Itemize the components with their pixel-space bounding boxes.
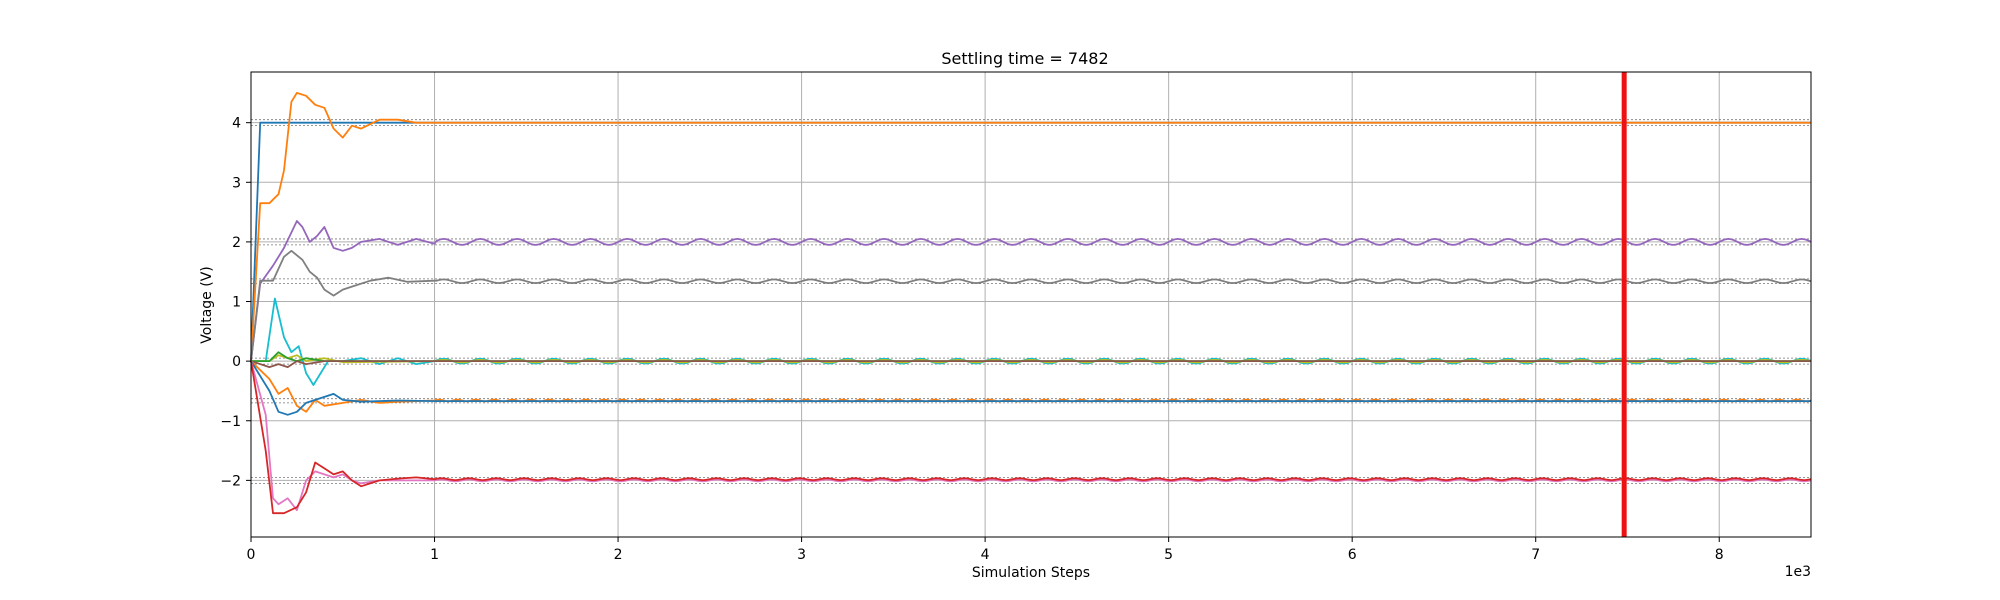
series-line	[250, 92, 1811, 362]
y-tick-label: 2	[232, 235, 241, 251]
series-line	[250, 360, 1811, 416]
x-axis: 0 1 2 3 4 5 6 7 8	[247, 537, 1724, 563]
x-tick-label: 4	[981, 547, 990, 563]
series-layer	[250, 92, 1812, 515]
y-tick-label: −1	[220, 414, 241, 430]
x-axis-label: Simulation Steps	[972, 565, 1090, 581]
x-tick-label: 8	[1715, 547, 1724, 563]
target-band-layer	[251, 119, 1811, 484]
x-tick-label: 0	[247, 547, 256, 563]
plot-frame	[250, 71, 1812, 538]
x-tick-label: 5	[1164, 547, 1173, 563]
y-axis: −2 −1 0 1 2 3 4	[220, 116, 251, 489]
series-line	[250, 360, 1812, 512]
series-line	[250, 360, 1812, 515]
x-tick-label: 7	[1531, 547, 1540, 563]
x-tick-label: 1	[430, 547, 439, 563]
series-line	[250, 220, 1812, 362]
y-tick-label: 4	[232, 116, 241, 132]
x-tick-label: 6	[1348, 547, 1357, 563]
series-line	[250, 249, 1812, 362]
y-axis-label: Voltage (V)	[199, 266, 215, 343]
y-tick-label: 3	[232, 175, 241, 191]
y-tick-label: 1	[232, 295, 241, 311]
x-axis-offset-label: 1e3	[1785, 564, 1811, 580]
y-tick-label: −2	[220, 473, 241, 489]
x-tick-label: 3	[797, 547, 806, 563]
y-tick-label: 0	[232, 354, 241, 370]
x-tick-label: 2	[614, 547, 623, 563]
chart-title: Settling time = 7482	[941, 49, 1108, 68]
series-line	[250, 360, 1811, 368]
